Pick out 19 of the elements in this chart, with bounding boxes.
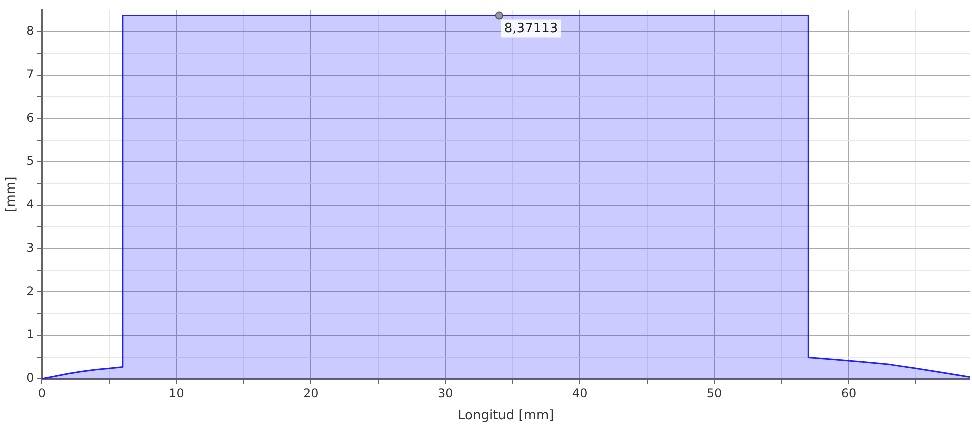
y-tick-label: 6 (26, 110, 34, 125)
x-tick-label: 20 (304, 386, 319, 400)
y-tick-label: 1 (26, 328, 34, 342)
y-tick-label: 0 (26, 371, 34, 386)
y-tick-label: 4 (26, 198, 34, 212)
x-tick-label: 0 (38, 386, 46, 400)
x-tick-label: 30 (438, 386, 454, 400)
annotation: 8,37113 (504, 22, 558, 37)
y-tick-label: 8 (26, 24, 34, 38)
y-tick-label: 7 (26, 67, 34, 82)
y-tick-label: 3 (26, 240, 34, 255)
y-tick-label: 2 (26, 284, 34, 298)
x-tick-label: 40 (572, 386, 588, 400)
x-tick-label: 60 (841, 386, 857, 400)
x-axis-title: Longitud [mm] (458, 408, 554, 424)
x-tick-label: 50 (706, 386, 722, 400)
x-tick-label: 10 (169, 386, 184, 400)
y-tick-label: 5 (26, 154, 34, 168)
y-axis-title: [mm] (4, 176, 20, 212)
